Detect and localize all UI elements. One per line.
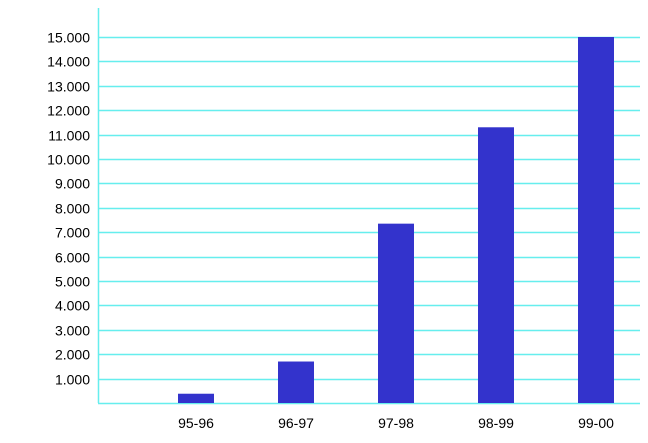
x-tick-label: 98-99: [478, 415, 514, 431]
bar-95-96: [178, 393, 214, 403]
y-tick-label: 5.000: [55, 274, 90, 290]
y-tick-label: 12.000: [47, 103, 90, 119]
x-tick-label: 97-98: [378, 415, 414, 431]
y-tick-label: 3.000: [55, 323, 90, 339]
y-tick-label: 11.000: [48, 128, 90, 144]
y-tick-label: 9.000: [55, 176, 90, 192]
gridlines: [98, 36, 640, 381]
y-tick-label: 6.000: [55, 250, 90, 266]
y-tick-label: 1.000: [55, 372, 90, 388]
x-tick-labels: 95-96 96-97 97-98 98-99 99-00: [178, 415, 614, 431]
y-tick-label: 10.000: [47, 152, 90, 168]
x-tick-label: 95-96: [178, 415, 214, 431]
bar-96-97: [278, 361, 314, 403]
bar-97-98: [378, 223, 414, 403]
x-tick-label: 96-97: [278, 415, 314, 431]
y-tick-label: 15.000: [47, 30, 90, 46]
y-tick-label: 2.000: [55, 347, 90, 363]
y-tick-labels: 1.000 2.000 3.000 4.000 5.000 6.000 7.000 8.000…: [47, 30, 90, 388]
bar-98-99: [478, 127, 514, 403]
y-tick-label: 7.000: [55, 225, 90, 241]
x-tick-label: 99-00: [578, 415, 614, 431]
bars: [178, 37, 614, 403]
y-tick-label: 13.000: [47, 79, 90, 95]
y-tick-label: 14.000: [47, 54, 90, 70]
bar-99-00: [578, 37, 614, 403]
y-tick-label: 4.000: [55, 298, 90, 314]
axes: [97, 8, 640, 405]
y-tick-label: 8.000: [55, 201, 90, 217]
